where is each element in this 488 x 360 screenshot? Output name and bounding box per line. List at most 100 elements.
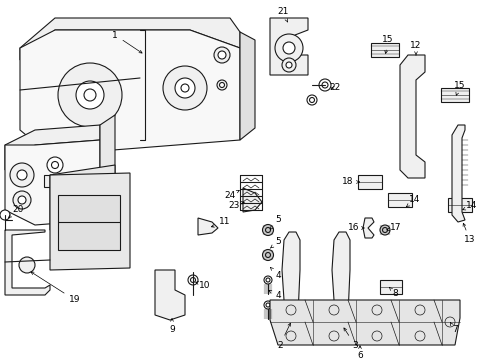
Circle shape — [444, 317, 454, 327]
Circle shape — [274, 34, 303, 62]
Text: 2: 2 — [277, 323, 290, 350]
Polygon shape — [100, 115, 115, 220]
Text: 6: 6 — [356, 346, 362, 360]
Polygon shape — [5, 230, 50, 295]
Polygon shape — [50, 165, 115, 230]
Circle shape — [58, 63, 122, 127]
Text: 11: 11 — [211, 217, 230, 227]
Polygon shape — [269, 18, 307, 75]
Text: 4: 4 — [270, 267, 280, 279]
Text: 10: 10 — [195, 280, 210, 289]
Circle shape — [86, 226, 94, 234]
Polygon shape — [20, 30, 240, 155]
Circle shape — [285, 62, 291, 68]
Circle shape — [47, 157, 63, 173]
Bar — [440, 88, 468, 102]
Bar — [357, 175, 381, 189]
Text: 22: 22 — [329, 84, 340, 93]
Circle shape — [414, 331, 424, 341]
Polygon shape — [240, 32, 254, 140]
Text: 1: 1 — [112, 31, 142, 53]
Text: 15: 15 — [382, 36, 393, 54]
Circle shape — [76, 81, 104, 109]
Circle shape — [285, 331, 295, 341]
Polygon shape — [331, 232, 349, 335]
Bar — [387, 193, 411, 207]
Text: 3: 3 — [343, 328, 357, 350]
Text: 21: 21 — [277, 8, 288, 22]
Circle shape — [382, 228, 386, 233]
Polygon shape — [5, 125, 100, 170]
Text: 5: 5 — [270, 216, 280, 229]
Circle shape — [264, 276, 271, 284]
Circle shape — [187, 275, 198, 285]
Polygon shape — [155, 270, 184, 320]
Circle shape — [51, 162, 59, 168]
Bar — [379, 280, 401, 294]
Circle shape — [265, 228, 270, 233]
Circle shape — [414, 305, 424, 315]
Circle shape — [0, 210, 10, 220]
Text: 16: 16 — [347, 224, 364, 233]
Text: 8: 8 — [388, 287, 397, 297]
Bar — [44, 175, 56, 187]
Polygon shape — [243, 188, 262, 212]
Circle shape — [190, 278, 195, 283]
Circle shape — [371, 331, 381, 341]
Text: 12: 12 — [409, 40, 421, 55]
Bar — [58, 195, 120, 250]
Circle shape — [262, 249, 273, 261]
Circle shape — [84, 89, 96, 101]
Text: 23: 23 — [228, 201, 244, 210]
Text: 24: 24 — [224, 190, 239, 199]
Circle shape — [17, 170, 27, 180]
Polygon shape — [198, 218, 218, 235]
Text: 7: 7 — [449, 323, 457, 334]
Circle shape — [13, 191, 31, 209]
Circle shape — [18, 196, 26, 204]
Text: 4: 4 — [268, 291, 280, 300]
Circle shape — [371, 305, 381, 315]
Text: 15: 15 — [453, 81, 465, 95]
Circle shape — [218, 51, 225, 59]
Text: 19: 19 — [31, 272, 81, 305]
Circle shape — [163, 66, 206, 110]
Circle shape — [19, 257, 35, 273]
Circle shape — [265, 278, 269, 282]
Circle shape — [264, 301, 271, 309]
Circle shape — [217, 80, 226, 90]
Polygon shape — [282, 232, 299, 335]
Bar — [447, 198, 471, 212]
Circle shape — [283, 42, 294, 54]
Circle shape — [285, 305, 295, 315]
Circle shape — [265, 252, 270, 257]
Polygon shape — [5, 140, 100, 225]
Circle shape — [328, 305, 338, 315]
Circle shape — [306, 95, 316, 105]
Circle shape — [265, 303, 269, 307]
Text: 5: 5 — [270, 238, 280, 248]
Circle shape — [321, 82, 327, 88]
Circle shape — [10, 163, 34, 187]
Circle shape — [282, 58, 295, 72]
Polygon shape — [362, 218, 373, 238]
Polygon shape — [50, 173, 130, 270]
Circle shape — [309, 98, 314, 103]
Circle shape — [219, 82, 224, 87]
Polygon shape — [269, 300, 459, 345]
Text: 17: 17 — [386, 224, 401, 233]
Text: 14: 14 — [406, 195, 420, 207]
Circle shape — [379, 225, 389, 235]
Polygon shape — [399, 55, 424, 178]
Circle shape — [81, 221, 99, 239]
Text: 18: 18 — [342, 177, 359, 186]
Polygon shape — [20, 18, 240, 60]
Circle shape — [262, 225, 273, 235]
Polygon shape — [451, 125, 464, 222]
Circle shape — [181, 84, 189, 92]
Bar — [370, 43, 398, 57]
Circle shape — [328, 331, 338, 341]
Circle shape — [318, 79, 330, 91]
Circle shape — [214, 47, 229, 63]
Text: 14: 14 — [462, 202, 477, 211]
